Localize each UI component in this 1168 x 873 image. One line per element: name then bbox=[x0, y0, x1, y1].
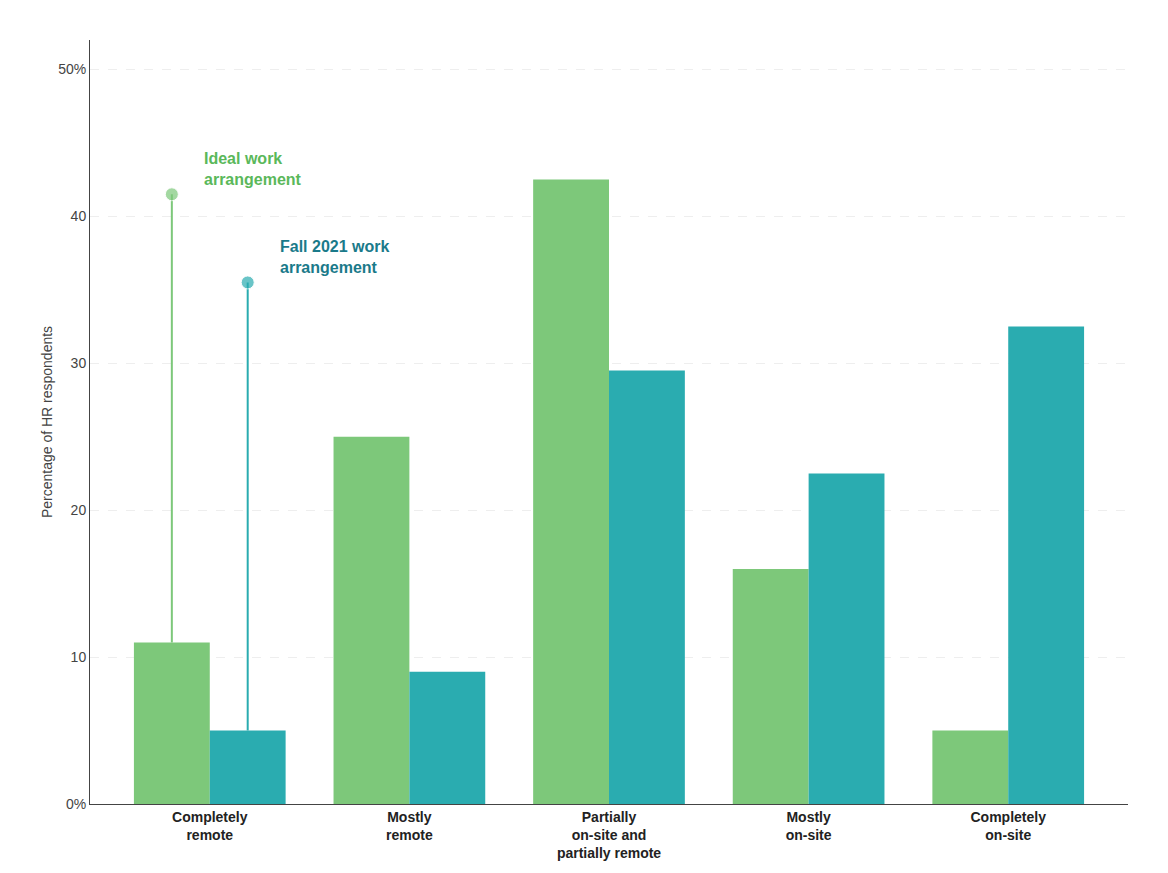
svg-text:20: 20 bbox=[71, 502, 87, 518]
svg-text:Ideal workarrangement: Ideal workarrangement bbox=[204, 150, 302, 188]
svg-text:30: 30 bbox=[71, 355, 87, 371]
svg-text:Mostlyremote: Mostlyremote bbox=[386, 809, 433, 843]
svg-text:Completelyon-site: Completelyon-site bbox=[970, 809, 1046, 843]
svg-text:50%: 50% bbox=[58, 61, 86, 77]
svg-text:0%: 0% bbox=[66, 796, 86, 812]
svg-text:Percentage of HR respondents: Percentage of HR respondents bbox=[39, 326, 55, 518]
svg-text:40: 40 bbox=[71, 208, 87, 224]
svg-text:Partiallyon-site andpartially: Partiallyon-site andpartially remote bbox=[557, 809, 661, 861]
svg-text:10: 10 bbox=[71, 649, 87, 665]
svg-text:Mostlyon-site: Mostlyon-site bbox=[786, 809, 832, 843]
svg-text:Completelyremote: Completelyremote bbox=[172, 809, 248, 843]
svg-text:Fall 2021 workarrangement: Fall 2021 workarrangement bbox=[280, 238, 389, 276]
